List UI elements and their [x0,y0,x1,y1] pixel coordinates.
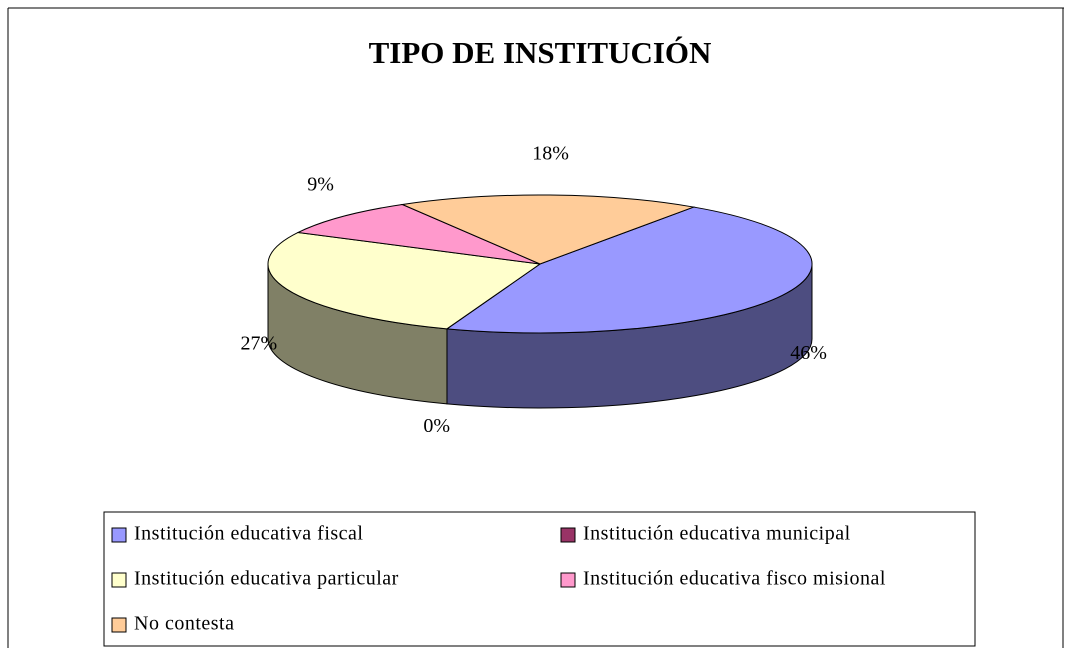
legend-box [103,511,976,647]
pie-slice [267,231,542,330]
pie-slice [445,206,813,334]
legend-label: Institución educativa fisco misional [583,568,886,590]
pie-slice [296,203,541,265]
legend-label: No contesta [134,613,234,635]
legend-label: Institución educativa particular [134,568,399,590]
pie-slice [400,194,696,265]
data-label: 18% [532,143,569,165]
legend-label: Institución educativa municipal [583,523,851,545]
legend-swatch [111,572,127,588]
legend-label: Institución educativa fiscal [134,523,363,545]
data-label: 9% [307,174,334,196]
chart-title: TIPO DE INSTITUCIÓN [369,35,712,70]
data-label: 0% [423,415,450,437]
data-label: 27% [240,333,277,355]
legend-swatch [111,617,127,633]
legend-swatch [560,527,576,543]
legend-swatch [560,572,576,588]
data-label: 46% [790,342,827,364]
legend-swatch [111,527,127,543]
